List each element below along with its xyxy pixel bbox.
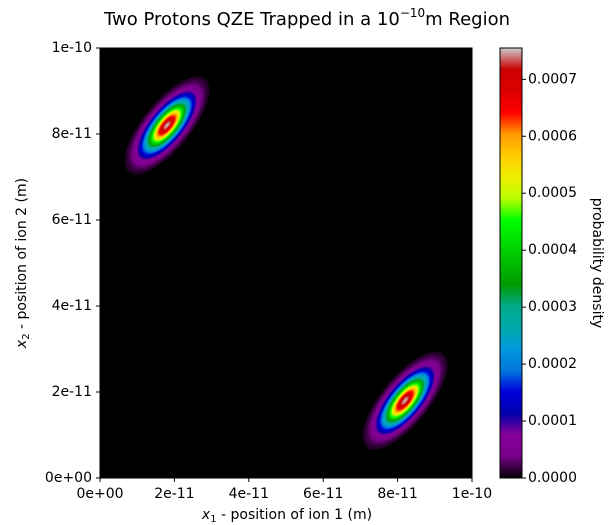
density-peak [124, 76, 210, 175]
x-tick-label: 2e-11 [154, 486, 194, 502]
colorbar-tick-label: 0.0001 [528, 413, 577, 429]
colorbar-tick-label: 0.0005 [528, 185, 577, 201]
y-tick-label: 0e+00 [45, 470, 92, 486]
colorbar-tick-label: 0.0007 [528, 71, 577, 87]
y-axis-label: x2 - position of ion 2 (m) [14, 178, 32, 349]
x-tick-label: 4e-11 [229, 486, 269, 502]
colorbar-tick-label: 0.0000 [528, 470, 577, 486]
x-tick-label: 0e+00 [76, 486, 123, 502]
colorbar-label: probability density [589, 198, 605, 328]
y-tick-label: 2e-11 [52, 384, 92, 400]
y-tick-label: 4e-11 [52, 298, 92, 314]
colorbar-tick-label: 0.0003 [528, 299, 577, 315]
colorbar-tick-label: 0.0004 [528, 242, 577, 258]
y-tick-label: 1e-10 [52, 40, 92, 56]
y-tick-label: 8e-11 [52, 126, 92, 142]
colorbar [499, 47, 523, 479]
x-tick-label: 6e-11 [303, 486, 343, 502]
chart-title: Two Protons QZE Trapped in a 10−10m Regi… [103, 6, 510, 31]
density-peak [362, 351, 448, 450]
x-axis-label: x1 - position of ion 1 (m) [201, 507, 372, 525]
x-tick-label: 1e-10 [452, 486, 492, 502]
y-tick-label: 6e-11 [52, 212, 92, 228]
plot-frame [99, 47, 473, 479]
colorbar-tick-label: 0.0006 [528, 128, 577, 144]
x-tick-label: 8e-11 [377, 486, 417, 502]
colorbar-tick-label: 0.0002 [528, 356, 577, 372]
